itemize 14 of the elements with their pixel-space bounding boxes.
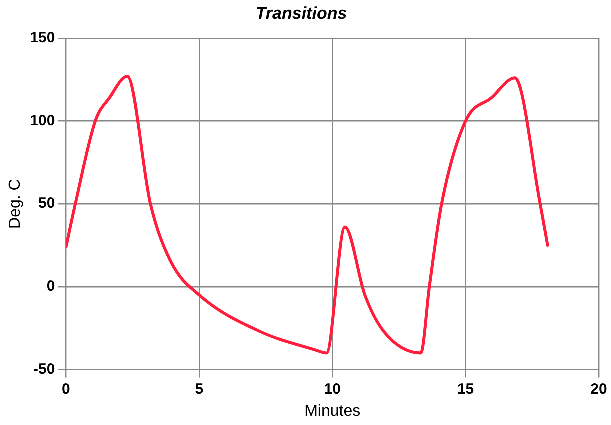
x-tick-label: 15 bbox=[457, 380, 474, 398]
x-tick-label: 20 bbox=[590, 380, 608, 398]
chart-title: Transitions bbox=[256, 4, 348, 23]
y-tick-label: 50 bbox=[38, 195, 56, 212]
x-axis-title: Minutes bbox=[304, 402, 361, 420]
y-tick-label: 0 bbox=[46, 278, 56, 296]
y-tick-label: -50 bbox=[34, 360, 56, 378]
y-axis-title: Deg. C bbox=[7, 179, 24, 229]
line-series bbox=[66, 75, 550, 355]
x-tick-label: 10 bbox=[324, 380, 341, 398]
y-tick-label: 150 bbox=[30, 30, 56, 47]
x-tick-label: 5 bbox=[195, 380, 204, 398]
y-tick-label: 100 bbox=[30, 112, 56, 130]
x-tick-label: 0 bbox=[62, 380, 70, 398]
